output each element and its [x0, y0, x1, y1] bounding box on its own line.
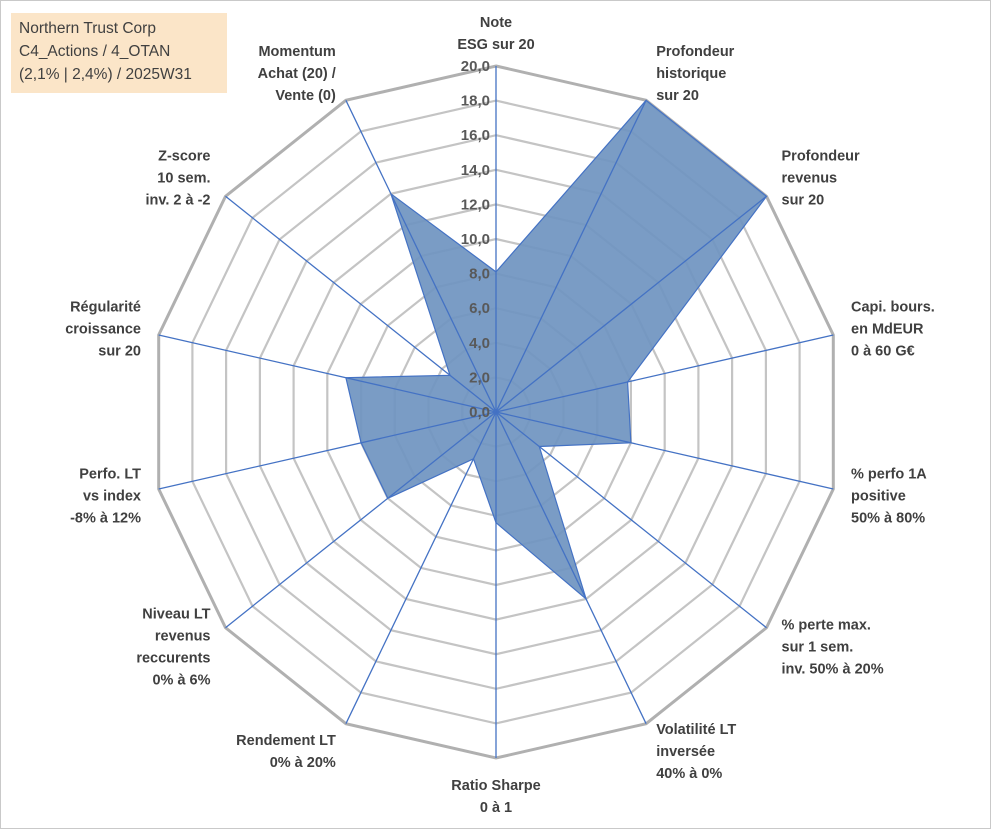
axis-label-line: inversée [656, 744, 715, 760]
axis-label-line: Achat (20) / [258, 66, 336, 82]
axis-label-line: Momentum [258, 44, 335, 60]
axis-label: Volatilité LT inversée 40% à 0% [656, 722, 736, 782]
tick-label: 16,0 [461, 127, 490, 144]
tick-label: 0,0 [469, 404, 490, 421]
tick-label: 14,0 [461, 162, 490, 179]
tick-label: 18,0 [461, 93, 490, 110]
axis-spoke [495, 411, 767, 629]
info-period: (2,1% | 2,4%) / 2025W31 [19, 66, 192, 83]
axis-spoke [495, 195, 767, 413]
axis-label: Z-score 10 sem. inv. 2 à -2 [145, 149, 210, 209]
axis-spoke [158, 334, 497, 413]
axis-spoke [495, 411, 834, 490]
axis-label-line: 0 à 1 [480, 800, 512, 816]
axis-label-line: ESG sur 20 [457, 37, 534, 53]
axis-label: Momentum Achat (20) / Vente (0) [258, 44, 336, 104]
axis-label-line: 0% à 20% [270, 755, 336, 771]
axis-label-line: Volatilité LT [656, 722, 736, 738]
axis-label: % perte max. sur 1 sem. inv. 50% à 20% [782, 617, 884, 677]
info-category: C4_Actions / 4_OTAN [19, 43, 171, 60]
tick-label: 4,0 [469, 335, 490, 352]
info-company-name: Northern Trust Corp [19, 20, 156, 37]
axis-label-line: vs index [83, 489, 141, 505]
axis-label-line: % perte max. [782, 617, 871, 633]
axis-label-line: Vente (0) [275, 88, 336, 104]
axis-label-line: Ratio Sharpe [451, 778, 540, 794]
axis-label-line: inv. 50% à 20% [782, 661, 884, 677]
axis-label-line: Perfo. LT [79, 467, 141, 483]
axis-label-line: 50% à 80% [851, 511, 925, 527]
tick-label: 10,0 [461, 231, 490, 248]
axis-label-line: en MdEUR [851, 321, 924, 337]
axis-label: % perfo 1A positive 50% à 80% [851, 467, 927, 527]
axis-spoke [495, 334, 834, 413]
axis-label-line: sur 1 sem. [782, 639, 854, 655]
tick-label: 12,0 [461, 196, 490, 213]
tick-label: 8,0 [469, 266, 490, 283]
axis-label-line: Profondeur [656, 44, 734, 60]
axis-spoke [495, 100, 647, 413]
axis-label-line: Note [480, 15, 512, 31]
axis-label: Profondeur revenus sur 20 [782, 149, 860, 209]
axis-label-line: 10 sem. [157, 171, 210, 187]
axis-label-line: 0% à 6% [152, 672, 210, 688]
axis-label-line: inv. 2 à -2 [145, 193, 210, 209]
axis-spoke [225, 411, 497, 629]
axis-label-line: 0 à 60 G€ [851, 343, 915, 359]
axis-label: Régularité croissance sur 20 [65, 299, 141, 359]
axis-spoke [158, 411, 497, 490]
axis-label: Niveau LT revenus reccurents 0% à 6% [136, 606, 210, 688]
axis-label-line: sur 20 [656, 88, 699, 104]
axis-label-line: 40% à 0% [656, 766, 722, 782]
axis-spoke [345, 411, 497, 724]
axis-label: Capi. bours. en MdEUR 0 à 60 G€ [851, 299, 935, 359]
tick-label: 6,0 [469, 300, 490, 317]
axis-label: Rendement LT 0% à 20% [236, 733, 336, 771]
axis-label: Profondeur historique sur 20 [656, 44, 734, 104]
axis-label-line: revenus [782, 171, 838, 187]
axis-spoke [225, 195, 497, 413]
axis-spoke [495, 411, 647, 724]
axis-label-line: revenus [155, 628, 211, 644]
tick-label: 20,0 [461, 58, 490, 75]
info-box: Northern Trust Corp C4_Actions / 4_OTAN … [11, 13, 227, 93]
axis-label-line: positive [851, 489, 906, 505]
axis-label-line: % perfo 1A [851, 467, 927, 483]
axis-label-line: Régularité [70, 299, 141, 315]
axis-label: Perfo. LT vs index -8% à 12% [70, 467, 141, 527]
axis-label-line: Z-score [158, 149, 210, 165]
axis-label-line: -8% à 12% [70, 511, 141, 527]
axis-label-line: Rendement LT [236, 733, 336, 749]
axis-label-line: Capi. bours. [851, 299, 935, 315]
axis-label-line: Niveau LT [142, 606, 210, 622]
axis-label-line: croissance [65, 321, 141, 337]
axis-label-line: Profondeur [782, 149, 860, 165]
axis-label-line: historique [656, 66, 726, 82]
axis-spoke [345, 100, 497, 413]
axis-label-line: reccurents [136, 650, 210, 666]
axis-label-line: sur 20 [782, 193, 825, 209]
axis-label-line: sur 20 [98, 343, 141, 359]
axis-label: Ratio Sharpe 0 à 1 [451, 778, 540, 816]
axis-label: Note ESG sur 20 [457, 15, 534, 53]
tick-label: 2,0 [469, 369, 490, 386]
